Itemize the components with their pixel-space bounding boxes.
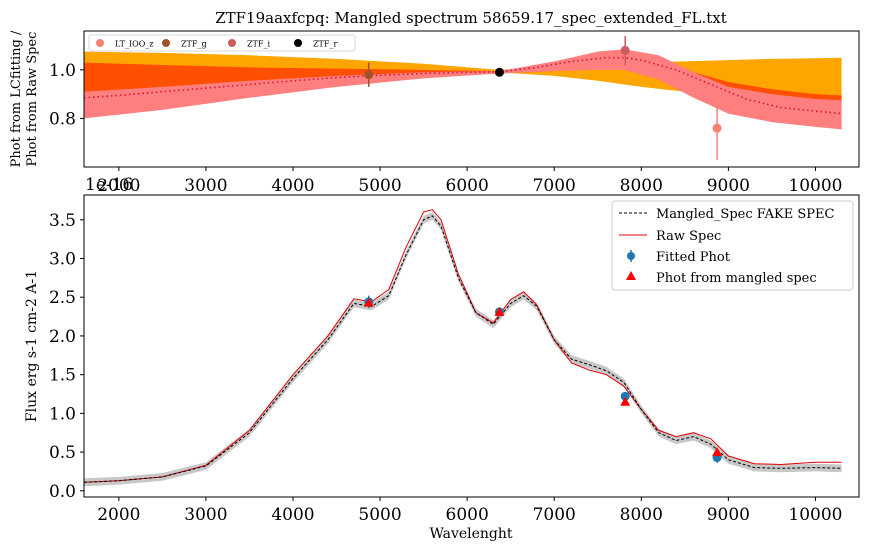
ratio-legend-label: ZTF_r [313,40,337,49]
ratio-legend-marker [96,39,104,47]
flux-ytick-label: 3.5 [49,211,76,231]
flux-plot-area [84,209,842,487]
mangled-spec-line [84,215,842,483]
legend-mangled-label: Mangled_Spec FAKE SPEC [656,207,835,222]
ratio-legend-marker [162,39,170,47]
flux-ylabel: Flux erg s-1 cm-2 A-1 [24,270,40,422]
ratio-dotted-line [84,56,842,115]
flux-xtick-label: 2000 [97,505,140,525]
raw-spec-line [84,209,842,483]
ratio-band-inner [84,49,842,130]
flux-lines [84,209,842,483]
legend-raw-label: Raw Spec [656,229,721,244]
ratio-xtick-label: 3000 [184,176,227,196]
legend-mangled-phot-marker [626,271,636,280]
ratio-ytick-label: 1.0 [49,61,76,81]
ratio-points [364,35,722,160]
ratio-xtick-label: 5000 [358,176,401,196]
flux-ytick-label: 0.5 [49,443,76,463]
flux-xtick-label: 5000 [358,505,401,525]
flux-xtick-label: 8000 [620,505,663,525]
flux-legend-frame [611,200,854,291]
ratio-xtick-label: 9000 [707,176,750,196]
ratio-panel: 2000 3000 4000 5000 6000 7000 8000 9000 10000 0.… [9,30,860,196]
ratio-xtick-label: 2000 [97,176,140,196]
ratio-xtick-label: 8000 [620,176,663,196]
flux-offset-text: 1e-16 [85,175,133,195]
ratio-ytick-label: 0.8 [49,109,76,129]
legend-fitted-marker [627,252,635,260]
flux-xtick-label: 7000 [533,505,576,525]
ratio-legend-label: ZTF_g [181,40,207,49]
mangled-phot-point [712,447,723,457]
flux-x-ticks: 2000 3000 4000 5000 6000 7000 8000 9000 10000 [97,497,843,525]
flux-ytick-label: 2.0 [49,327,76,347]
flux-ytick-label: 1.0 [49,404,76,424]
figure-title: ZTF19aaxfcpq: Mangled spectrum 58659.17_… [215,9,727,27]
flux-ytick-label: 3.0 [49,249,76,269]
flux-xtick-label: 10000 [788,505,842,525]
flux-ytick-label: 0.0 [49,482,76,502]
ratio-point-lt-ioo-z [712,123,722,133]
ratio-legend-marker [294,39,302,47]
flux-axes-frame [83,194,860,498]
flux-y-ticks: 0.0 0.5 1.0 1.5 2.0 2.5 3.0 3.5 [49,211,84,502]
flux-legend: Mangled_Spec FAKE SPEC Raw Spec Fitted P… [611,200,854,291]
fitted-phot-point [620,391,630,401]
ratio-ylabel-line-2: Phot from Raw Spec [25,32,40,167]
ratio-xtick-label: 7000 [533,176,576,196]
ratio-legend-frame [88,34,356,52]
flux-points [363,295,723,463]
ratio-legend-label: LT_IOO_z [115,40,154,49]
ratio-legend: LT_IOO_z ZTF_g ZTF_i ZTF_r [88,34,356,52]
ratio-point-ztf-i [620,45,630,55]
ratio-xtick-label: 6000 [446,176,489,196]
flux-xtick-label: 4000 [271,505,314,525]
ratio-y-ticks: 0.8 1.0 [49,61,84,129]
flux-ytick-label: 1.5 [49,366,76,386]
ratio-x-ticks: 2000 3000 4000 5000 6000 7000 8000 9000 10000 [97,167,843,196]
legend-fitted-label: Fitted Phot [656,250,731,265]
ratio-xtick-label: 10000 [788,176,842,196]
ratio-point-ztf-r [494,67,504,77]
ratio-legend-entries: LT_IOO_z ZTF_g ZTF_i ZTF_r [96,39,337,49]
flux-ytick-label: 2.5 [49,288,76,308]
ratio-lines [84,56,842,115]
flux-xlabel: Wavelenght [429,526,512,542]
ratio-axes-frame [83,30,860,168]
legend-mangled-phot-label: Phot from mangled spec [656,271,817,286]
ratio-plot-area [84,35,842,160]
mangled-phot-point [363,297,374,307]
ratio-uncertainty-bands [84,49,842,130]
flux-xtick-label: 6000 [446,505,489,525]
flux-xtick-label: 3000 [184,505,227,525]
ratio-legend-marker [228,39,236,47]
flux-xtick-label: 9000 [707,505,750,525]
ratio-xtick-label: 4000 [271,176,314,196]
ratio-point-ztf-g [364,70,374,80]
ratio-legend-label: ZTF_i [247,40,270,49]
flux-panel: 2000 3000 4000 5000 6000 7000 8000 9000 10000 0.… [24,194,860,542]
ratio-ylabel-line-1: Phot from LCfitting / [9,30,24,167]
mangled-phot-point [620,396,631,406]
mangled-phot-point [494,306,505,316]
